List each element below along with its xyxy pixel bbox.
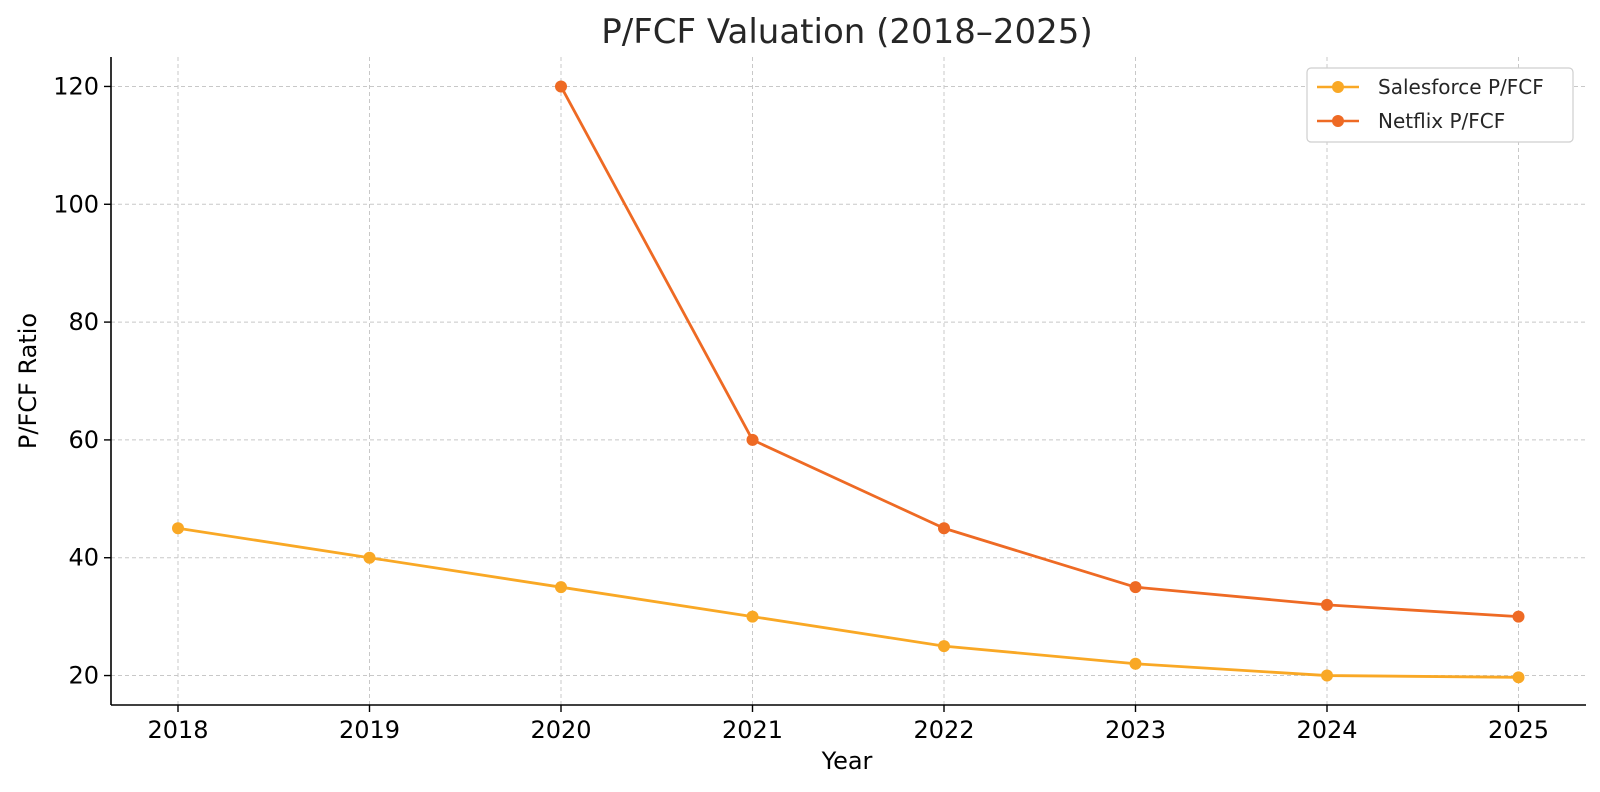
data-point: [1512, 610, 1525, 623]
series-line: [559, 85, 1519, 619]
data-point: [172, 522, 184, 535]
x-tick-label: 2021: [722, 716, 783, 744]
data-point: [363, 551, 376, 564]
chart-title: P/FCF Valuation (2018–2025): [601, 12, 1092, 52]
legend-label: Salesforce P/FCF: [1378, 75, 1544, 99]
x-tick-label: 2020: [530, 716, 591, 744]
legend-marker: [1332, 81, 1344, 93]
data-point: [555, 581, 567, 594]
y-axis-title: P/FCF Ratio: [14, 313, 42, 449]
data-point: [1512, 671, 1525, 684]
axes: [110, 57, 1586, 706]
legend: Salesforce P/FCF Netflix P/FCF: [1306, 67, 1574, 143]
y-tick-label: 80: [68, 308, 99, 336]
data-point: [1129, 657, 1142, 670]
y-tick-label: 120: [53, 72, 99, 100]
legend-box: [1306, 67, 1574, 143]
series: [172, 80, 1525, 684]
legend-item: Salesforce P/FCF: [1317, 75, 1544, 99]
data-point: [746, 610, 759, 623]
legend-label: Netflix P/FCF: [1378, 109, 1505, 133]
y-axis-ticks: 20 40 60 80 100 120: [53, 72, 111, 690]
series-netflix: [555, 80, 1525, 623]
x-tick-label: 2019: [339, 716, 400, 744]
data-point: [1321, 669, 1333, 682]
y-tick-label: 100: [53, 190, 99, 218]
y-tick-label: 40: [68, 544, 99, 572]
series-salesforce: [172, 522, 1525, 684]
legend-item: Netflix P/FCF: [1317, 109, 1505, 133]
data-point: [746, 433, 759, 446]
data-point: [555, 80, 567, 93]
data-point: [1321, 598, 1333, 611]
data-point: [938, 522, 950, 535]
data-point: [1129, 581, 1142, 594]
legend-marker: [1332, 115, 1344, 127]
x-tick-label: 2025: [1488, 716, 1549, 744]
x-tick-label: 2018: [147, 716, 208, 744]
x-tick-label: 2023: [1105, 716, 1166, 744]
data-point: [938, 640, 950, 653]
grid: [111, 57, 1586, 705]
y-tick-label: 60: [68, 426, 99, 454]
x-axis-ticks: 2018 2019 2020 2021 2022 2023 2024 2025: [147, 705, 1549, 744]
series-line: [177, 526, 1519, 679]
y-tick-label: 20: [68, 662, 99, 690]
x-axis-title: Year: [821, 747, 873, 775]
x-tick-label: 2024: [1296, 716, 1357, 744]
x-tick-label: 2022: [913, 716, 974, 744]
